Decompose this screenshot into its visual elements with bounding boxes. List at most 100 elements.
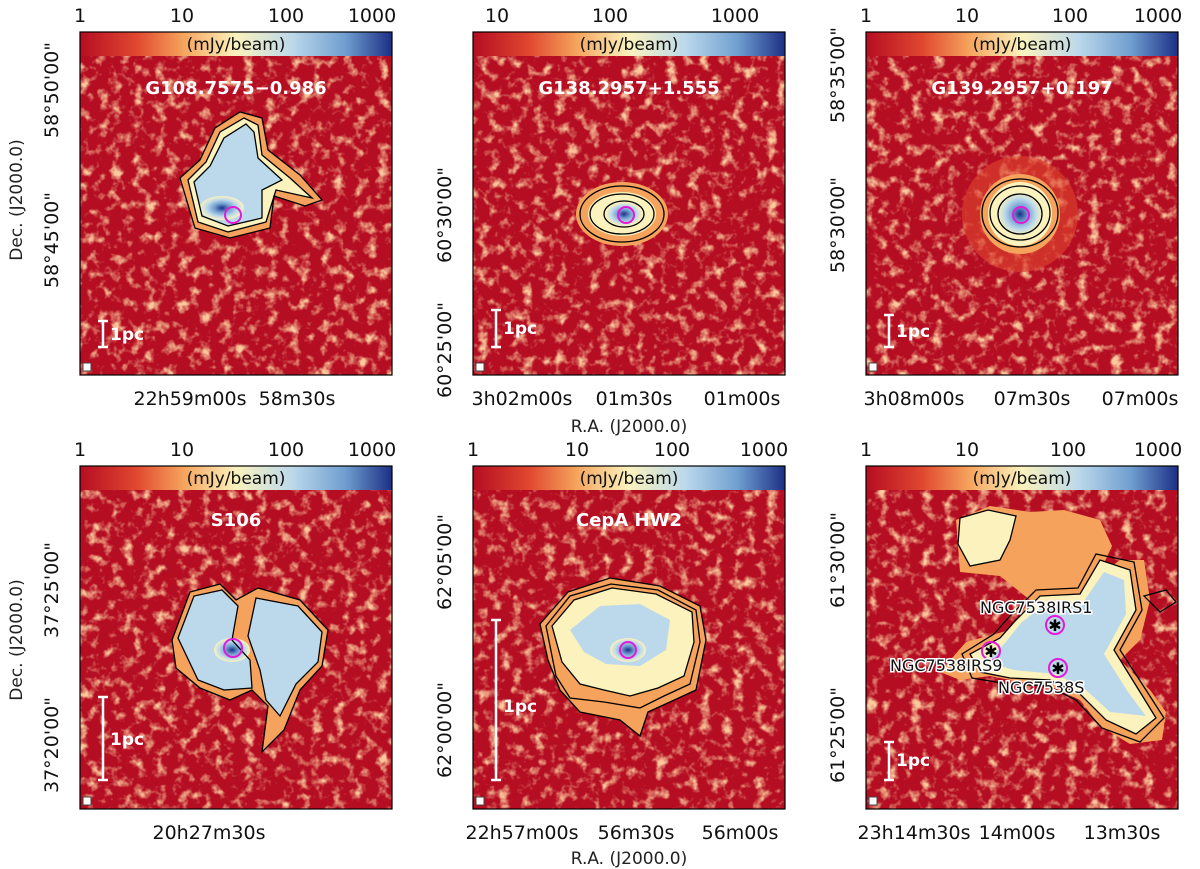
x-tick: 22h57m00s (466, 822, 579, 844)
panel-title: CepA HW2 (576, 510, 682, 531)
panel-g108: 1pc (mJy/beam) G108.7575−0.986 1 10 100 … (7, 5, 396, 410)
colorbar-label: (mJy/beam) (973, 35, 1072, 55)
x-tick: 14m00s (979, 822, 1056, 844)
x-axis-label: R.A. (J2000.0) (571, 417, 688, 437)
y-tick: 58°50'00" (41, 42, 63, 138)
y-tick: 60°25'00" (434, 302, 456, 398)
y-tick: 37°25'00" (41, 542, 63, 638)
source-marker-irs9 (981, 641, 1001, 661)
y-tick: 58°45'00" (41, 192, 63, 288)
y-axis-label: Dec. (J2000.0) (7, 139, 27, 260)
source-marker-irs1 (1045, 615, 1065, 635)
colorbar-label: (mJy/beam) (187, 35, 286, 55)
cb-tick: 1000 (1134, 439, 1182, 461)
contours (539, 577, 707, 738)
colorbar (866, 32, 1178, 56)
beam-icon (82, 362, 92, 372)
x-tick: 3h02m00s (472, 388, 573, 410)
source-marker (223, 638, 243, 658)
cb-tick: 10 (565, 439, 589, 461)
panel-title: S106 (211, 510, 262, 531)
scalebar-label: 1pc (110, 325, 144, 345)
x-axis-label: R.A. (J2000.0) (571, 849, 688, 869)
colorbar (473, 32, 785, 56)
colorbar (866, 466, 1178, 490)
source-label: NGC7538IRS1 (980, 598, 1092, 617)
x-tick: 56m30s (598, 822, 675, 844)
beam-icon (475, 362, 485, 372)
beam-icon (82, 796, 92, 806)
colorbar-ticks: 10 100 1000 (485, 5, 759, 27)
x-tick: 20h27m30s (153, 822, 266, 844)
panel-g139: 1pc (mJy/beam) G139.2957+0.197 1 10 100 … (827, 5, 1182, 410)
source-marker-s (1048, 658, 1068, 678)
source-label: NGC7538IRS9 (890, 656, 1002, 675)
colorbar-ticks: 1 10 100 1000 (860, 439, 1182, 461)
x-tick: 22h59m00s (134, 388, 247, 410)
x-tick: 56m00s (702, 822, 779, 844)
map-image: 1pc (473, 466, 785, 809)
y-tick: 58°30'00" (827, 177, 849, 273)
source-label: NGC7538S (998, 678, 1084, 697)
y-tick: 62°00'00" (434, 682, 456, 778)
x-tick: 13m30s (1084, 822, 1161, 844)
colorbar (80, 32, 392, 56)
scalebar (884, 313, 894, 349)
cb-tick: 100 (1050, 439, 1086, 461)
source-marker (617, 206, 635, 224)
map-image: 1pc (80, 466, 392, 809)
cb-tick: 1000 (348, 5, 396, 27)
cb-tick: 1 (74, 439, 86, 461)
scalebar-label: 1pc (896, 751, 930, 771)
y-tick: 37°20'00" (41, 697, 63, 793)
scalebar (491, 618, 501, 782)
y-axis-label: Dec. (J2000.0) (7, 579, 27, 700)
cb-tick: 1000 (740, 439, 788, 461)
x-tick: 01m30s (596, 388, 673, 410)
y-tick: 61°30'00" (827, 512, 849, 608)
colorbar (473, 466, 785, 490)
source-marker (224, 206, 242, 224)
y-tick: 61°25'00" (827, 687, 849, 783)
cb-tick: 1000 (348, 439, 396, 461)
scalebar-label: 1pc (503, 697, 537, 717)
source-markers: ✱ ✱ ✱ (981, 615, 1068, 678)
colorbar-ticks: 1 10 100 1000 (860, 5, 1182, 27)
panel-cepa: 1pc (mJy/beam) CepA HW2 1 10 100 1000 62… (434, 439, 788, 869)
x-tick: 3h08m00s (864, 388, 965, 410)
cb-tick: 1 (74, 5, 86, 27)
colorbar-label: (mJy/beam) (187, 469, 286, 489)
cb-tick: 10 (955, 439, 979, 461)
map-image: ✱ ✱ ✱ NGC7538IRS1 NGC7538IRS9 NGC7538S 1… (866, 466, 1178, 809)
source-marker (619, 641, 637, 659)
star-icon: ✱ (1048, 616, 1061, 635)
x-tick: 23h14m30s (858, 822, 971, 844)
contours (579, 185, 665, 243)
cb-tick: 10 (955, 5, 979, 27)
cb-tick: 1000 (711, 5, 759, 27)
colorbar (80, 466, 392, 490)
cb-tick: 100 (268, 439, 304, 461)
scalebar (884, 740, 894, 782)
colorbar-ticks: 1 10 100 1000 (74, 5, 396, 27)
x-tick: 07m30s (994, 388, 1071, 410)
cb-tick: 100 (654, 439, 690, 461)
cb-tick: 1 (860, 439, 872, 461)
panel-title: G138.2957+1.555 (538, 78, 719, 99)
star-icon: ✱ (1051, 659, 1064, 678)
colorbar-label: (mJy/beam) (580, 469, 679, 489)
y-tick: 60°30'00" (434, 167, 456, 263)
colorbar-label: (mJy/beam) (580, 35, 679, 55)
map-image: 1pc (473, 32, 785, 375)
beam-icon (475, 796, 485, 806)
cb-tick: 1 (860, 5, 872, 27)
scalebar-label: 1pc (896, 322, 930, 342)
contours (957, 509, 1177, 743)
star-icon: ✱ (984, 642, 997, 661)
scalebar (491, 308, 501, 349)
contours (179, 111, 324, 239)
scalebar-label: 1pc (110, 730, 144, 750)
cb-tick: 10 (170, 5, 194, 27)
panel-title: G108.7575−0.986 (145, 78, 326, 99)
colorbar-ticks: 1 10 100 1000 (74, 439, 396, 461)
